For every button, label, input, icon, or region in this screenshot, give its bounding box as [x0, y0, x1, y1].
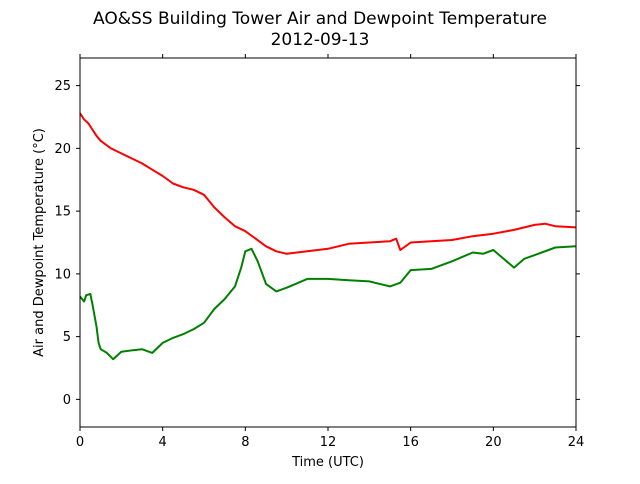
x-tick-label: 24: [568, 435, 585, 450]
y-axis-label: Air and Dewpoint Temperature (°C): [32, 128, 47, 357]
series-layer: [79, 112, 577, 361]
y-tick-label: 25: [54, 79, 71, 94]
x-tick-label: 16: [402, 435, 419, 450]
x-tick-label: 8: [241, 435, 249, 450]
y-tick-label: 15: [54, 205, 71, 220]
x-tick-label: 20: [485, 435, 502, 450]
y-tick-label: 10: [54, 267, 71, 282]
x-tick-label: 0: [76, 435, 84, 450]
x-tick-label: 12: [320, 435, 337, 450]
tick-layer: 0 4 8 12 16 20 24 0 5 10 15 20 25: [54, 54, 584, 450]
x-tick-label: 4: [159, 435, 167, 450]
y-tick-label: 0: [63, 393, 71, 408]
chart-subtitle: 2012-09-13: [271, 30, 370, 50]
series-line-1: [79, 112, 577, 255]
x-axis-label: Time (UTC): [291, 455, 364, 470]
series-line-2: [79, 245, 577, 361]
y-tick-label: 5: [63, 330, 71, 345]
y-tick-label: 20: [54, 142, 71, 157]
plot-frame: [79, 57, 577, 428]
chart-title: AO&SS Building Tower Air and Dewpoint Te…: [93, 9, 547, 29]
